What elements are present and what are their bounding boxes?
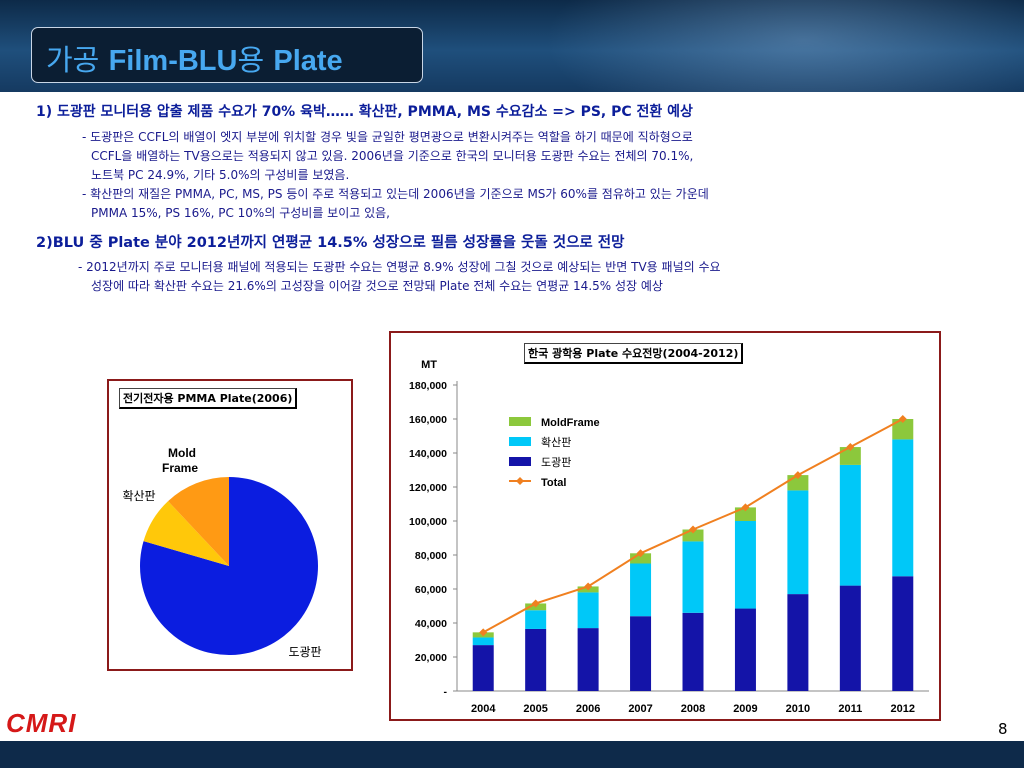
y-tick-label: 20,000 xyxy=(415,652,447,664)
x-tick-label: 2009 xyxy=(733,703,757,715)
y-tick-label: 100,000 xyxy=(409,516,447,528)
y-tick-label: 120,000 xyxy=(409,482,447,494)
x-tick-label: 2004 xyxy=(471,703,496,715)
bar-diffuser xyxy=(577,592,599,629)
cmri-logo: CMRI xyxy=(6,708,77,738)
y-tick-label: 140,000 xyxy=(409,448,447,460)
bar-diffuser xyxy=(525,610,547,629)
bar-diffuser xyxy=(734,521,756,609)
section1-line: PMMA 15%, PS 16%, PC 10%의 구성비를 보이고 있음, xyxy=(91,206,390,220)
bar-light-guide xyxy=(577,628,599,691)
bar-light-guide xyxy=(525,628,547,691)
bar-light-guide xyxy=(839,585,861,691)
bar-mold-frame xyxy=(892,419,914,440)
y-tick-label: 180,000 xyxy=(409,380,447,392)
section1-line: - 확산판의 재질은 PMMA, PC, MS, PS 등이 주로 적용되고 있… xyxy=(82,187,709,201)
bar-light-guide xyxy=(682,612,704,691)
page-number: 8 xyxy=(998,720,1008,738)
y-tick-label: 160,000 xyxy=(409,414,447,426)
section1-line: CCFL을 배열하는 TV용으로는 적용되지 않고 있음. 2006년을 기준으… xyxy=(91,149,694,163)
pie-label-mold: Mold xyxy=(168,446,196,460)
x-tick-label: 2007 xyxy=(628,703,652,715)
legend-marker xyxy=(516,477,524,485)
bar-light-guide xyxy=(472,645,494,691)
legend-label: 도광판 xyxy=(541,456,571,469)
footer-bar xyxy=(0,741,1024,768)
legend-label: 확산판 xyxy=(541,436,571,449)
y-tick-label: 60,000 xyxy=(415,584,447,596)
pie-slice-mold-frame xyxy=(168,477,229,566)
total-marker xyxy=(531,599,540,608)
section2-line: - 2012년까지 주로 모니터용 패널에 적용되는 도광판 수요는 연평균 8… xyxy=(78,260,721,274)
page-title: 가공 Film-BLU용 Plate xyxy=(46,43,343,77)
y-axis-unit: MT xyxy=(421,359,437,371)
total-marker xyxy=(479,628,488,637)
bar-diffuser xyxy=(682,541,704,613)
pie-label-light-guide: 도광판 xyxy=(288,645,321,659)
total-marker xyxy=(846,443,855,452)
bar-mold-frame xyxy=(682,529,704,542)
x-tick-label: 2006 xyxy=(576,703,600,715)
x-tick-label: 2011 xyxy=(838,703,862,715)
legend-swatch xyxy=(509,437,531,446)
y-tick-label: 80,000 xyxy=(415,550,447,562)
bar-chart-panel: 한국 광학용 Plate 수요전망(2004-2012) MT - 20,000 4… xyxy=(389,331,941,721)
total-marker xyxy=(898,415,907,423)
title-box: 가공 Film-BLU용 Plate xyxy=(31,27,423,83)
total-marker xyxy=(793,471,802,480)
x-tick-label: 2012 xyxy=(891,703,915,715)
x-tick-label: 2005 xyxy=(523,703,547,715)
bar-diffuser xyxy=(472,637,494,646)
bar-chart-title: 한국 광학용 Plate 수요전망(2004-2012) xyxy=(524,343,744,364)
bar-chart: MT - 20,000 40,000 60,000 80,000 100,000 120,0… xyxy=(409,359,929,715)
pie-chart-title: 전기전자용 PMMA Plate(2006) xyxy=(119,388,298,409)
bar-light-guide xyxy=(630,616,652,691)
section1-line: - 도광판은 CCFL의 배열이 엣지 부분에 위치할 경우 빛을 균일한 평면… xyxy=(82,130,693,144)
total-marker xyxy=(689,525,697,534)
bar-mold-frame xyxy=(630,553,652,564)
section2-line: 성장에 따라 확산판 수요는 21.6%의 고성장을 이어갈 것으로 전망돼 P… xyxy=(91,279,663,293)
header-banner: 가공 Film-BLU용 Plate xyxy=(0,0,1024,92)
bar-mold-frame xyxy=(734,507,756,521)
x-tick-label: 2008 xyxy=(681,703,705,715)
pie-chart-panel: 전기전자용 PMMA Plate(2006) Mold Frame 확산판 도광… xyxy=(107,379,353,671)
legend-swatch xyxy=(509,417,531,426)
pie-chart: Mold Frame 확산판 도광판 xyxy=(122,446,321,659)
legend-swatch xyxy=(509,457,531,466)
pie-label-diffuser: 확산판 xyxy=(122,489,155,503)
section2-heading: 2)BLU 중 Plate 분야 2012년까지 연평균 14.5% 성장으로 … xyxy=(36,235,625,251)
y-tick-label: 40,000 xyxy=(415,618,447,630)
total-marker xyxy=(741,503,750,512)
bar-diffuser xyxy=(787,490,809,595)
bar-mold-frame xyxy=(839,447,861,465)
y-tick-label: - xyxy=(444,686,448,698)
bar-diffuser xyxy=(630,563,652,617)
pie-slice-diffuser xyxy=(143,501,229,566)
legend-label: Total xyxy=(541,477,566,489)
total-marker xyxy=(636,549,645,558)
bar-light-guide xyxy=(892,576,914,691)
bar-diffuser xyxy=(892,439,914,577)
legend-label: MoldFrame xyxy=(541,417,600,429)
header-glow xyxy=(544,0,1024,92)
bar-light-guide xyxy=(787,594,809,691)
bar-diffuser xyxy=(839,464,861,586)
pie-label-mold: Frame xyxy=(162,461,198,475)
section1-line: 노트북 PC 24.9%, 기타 5.0%의 구성비를 보였음. xyxy=(91,168,350,182)
bar-light-guide xyxy=(734,608,756,691)
x-tick-label: 2010 xyxy=(786,703,810,715)
section1-heading: 1) 도광판 모니터용 압출 제품 수요가 70% 육박…… 확산판, PMMA… xyxy=(36,104,693,120)
total-marker xyxy=(584,582,593,591)
